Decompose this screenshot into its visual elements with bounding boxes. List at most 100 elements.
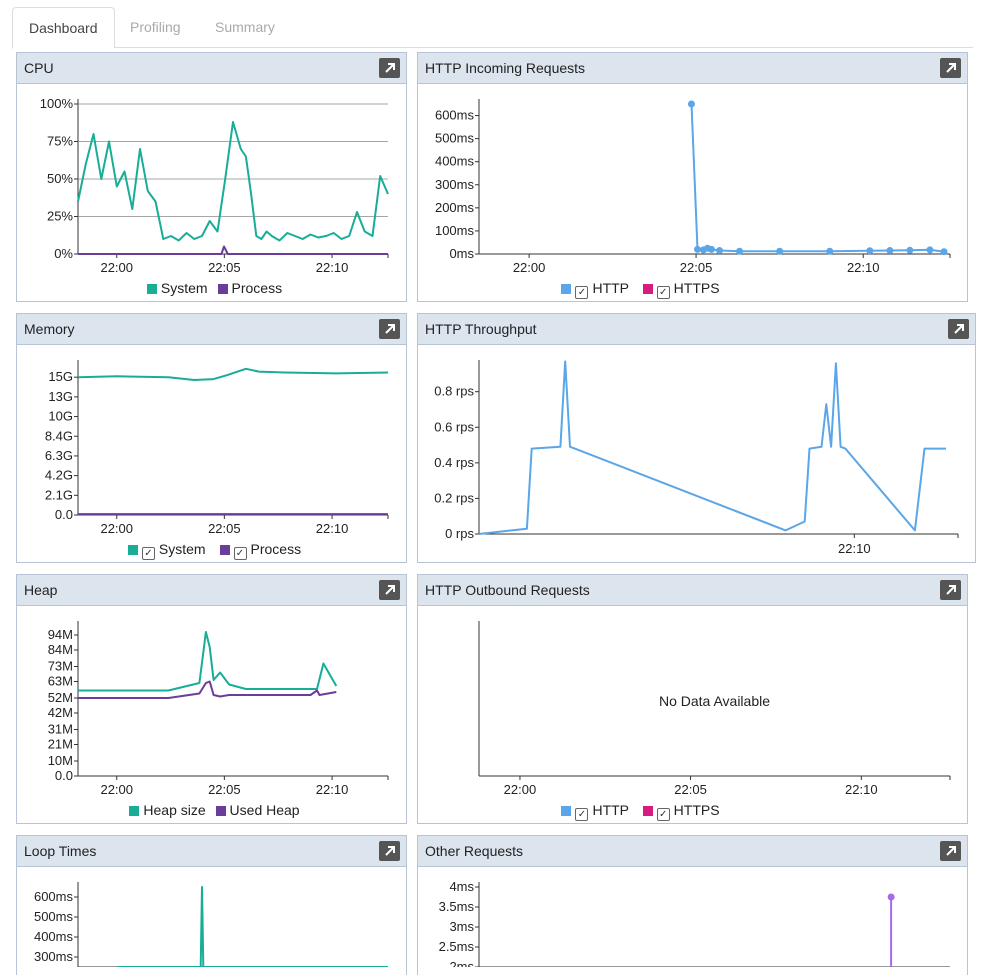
data-point	[887, 893, 895, 901]
panel-title: Heap	[24, 582, 58, 598]
x-tick-label: 22:05	[208, 260, 241, 275]
y-tick-label: 94M	[48, 627, 73, 642]
legend-label-process: Process	[250, 541, 302, 557]
legend-swatch-http	[561, 806, 572, 816]
x-tick-label: 22:10	[847, 260, 880, 275]
series-line-http	[690, 103, 945, 253]
panel-header: HTTP Outbound Requests	[418, 575, 967, 606]
loop-times-panel: Loop Times 300ms 400ms 500ms 600ms	[16, 835, 407, 975]
panel-header: Heap	[17, 575, 406, 606]
legend-label-system: System	[160, 280, 208, 296]
y-tick-label: 2ms	[449, 959, 474, 967]
legend-swatch-used-heap	[215, 806, 226, 816]
y-tick-label: 15G	[48, 369, 73, 384]
data-point	[776, 247, 784, 255]
y-tick-label: 75%	[47, 134, 73, 149]
memory-chart: 0.0 2.1G 4.2G 6.3G 8.4G 10G 13G 15G 22:00 22:05 22…	[45, 360, 389, 536]
tab-summary[interactable]: Summary	[215, 19, 275, 35]
legend-label-http: HTTP	[592, 280, 629, 296]
data-point	[707, 245, 715, 253]
y-tick-label: 0 rps	[445, 526, 474, 541]
legend-label-https: HTTPS	[673, 280, 720, 296]
panel-title: Loop Times	[24, 843, 97, 859]
expand-icon[interactable]	[379, 319, 400, 339]
panel-title: HTTP Outbound Requests	[425, 582, 590, 598]
http-throughput-panel: HTTP Throughput 0 rps 0.2 rps 0.4 rps 0.6 r…	[417, 313, 976, 563]
y-tick-label: 0.6 rps	[434, 419, 474, 434]
expand-icon[interactable]	[379, 58, 400, 78]
legend-checkbox-http[interactable]: ✓	[575, 286, 589, 299]
y-tick-label: 2.1G	[45, 487, 73, 502]
expand-icon[interactable]	[948, 319, 969, 339]
heap-legend: Heap size Used Heap	[17, 802, 406, 818]
y-tick-label: 2.5ms	[439, 939, 475, 954]
legend-label-https: HTTPS	[673, 802, 720, 818]
y-tick-label: 10G	[48, 409, 73, 424]
data-point	[926, 246, 934, 254]
data-point	[736, 247, 744, 255]
legend-checkbox-process[interactable]: ✓	[233, 547, 247, 560]
expand-icon[interactable]	[940, 58, 961, 78]
expand-icon[interactable]	[940, 841, 961, 861]
panel-header: Other Requests	[418, 836, 967, 867]
y-tick-label: 400ms	[34, 929, 74, 944]
series-line-0	[116, 886, 388, 967]
y-tick-label: 0%	[54, 246, 73, 261]
http-throughput-chart: 0 rps 0.2 rps 0.4 rps 0.6 rps 0.8 rps 22:10	[434, 360, 959, 556]
data-point	[693, 245, 701, 253]
y-tick-label: 50%	[47, 171, 73, 186]
x-tick-label: 22:10	[316, 521, 349, 536]
x-tick-label: 22:10	[316, 260, 349, 275]
y-tick-label: 100ms	[435, 223, 475, 238]
y-tick-label: 0.0	[55, 507, 73, 522]
series-line-heap-size	[78, 631, 338, 692]
series-line-system	[77, 121, 389, 242]
legend-swatch-system	[127, 545, 138, 555]
http-outbound-panel: HTTP Outbound Requests 22:00 22:05 22:10 No…	[417, 574, 968, 824]
legend-swatch-process	[219, 545, 230, 555]
x-tick-label: 22:10	[838, 541, 871, 556]
legend-swatch-process	[217, 284, 228, 294]
http-incoming-panel: HTTP Incoming Requests 0ms 100ms 200ms 300m…	[417, 52, 968, 302]
data-point	[906, 246, 914, 254]
legend-checkbox-system[interactable]: ✓	[141, 547, 155, 560]
memory-panel: Memory 0.0 2.1G 4.2G 6.3G 8.4G 10G 13G 15G 22:00…	[16, 313, 407, 563]
legend-checkbox-https[interactable]: ✓	[656, 286, 670, 299]
cpu-chart: 0% 25% 50% 75% 100% 22:00 22:05 22:10	[40, 96, 389, 275]
x-tick-label: 22:00	[100, 521, 133, 536]
data-point	[716, 247, 724, 255]
y-tick-label: 100%	[40, 96, 74, 111]
legend-label-used-heap: Used Heap	[229, 802, 300, 818]
x-tick-label: 22:05	[208, 782, 241, 797]
y-tick-label: 300ms	[34, 949, 74, 964]
tab-dashboard[interactable]: Dashboard	[12, 7, 115, 49]
y-tick-label: 63M	[48, 674, 73, 689]
expand-icon[interactable]	[379, 841, 400, 861]
y-tick-label: 21M	[48, 737, 73, 752]
x-tick-label: 22:05	[674, 782, 707, 797]
x-tick-label: 22:00	[504, 782, 537, 797]
expand-icon[interactable]	[940, 580, 961, 600]
tab-profiling[interactable]: Profiling	[130, 19, 181, 35]
data-point	[687, 100, 695, 108]
legend-swatch-https	[642, 284, 653, 294]
tab-bar: Dashboard Profiling Summary	[0, 0, 983, 49]
legend-label-system: System	[158, 541, 206, 557]
panel-header: HTTP Incoming Requests	[418, 53, 967, 84]
loop-times-chart: 300ms 400ms 500ms 600ms	[34, 882, 388, 967]
y-tick-label: 13G	[48, 389, 73, 404]
legend-swatch-heap-size	[129, 806, 140, 816]
legend-checkbox-https[interactable]: ✓	[656, 808, 670, 821]
legend-label-http: HTTP	[592, 802, 629, 818]
legend-label-heap-size: Heap size	[143, 802, 206, 818]
no-data-label: No Data Available	[659, 693, 770, 709]
panel-title: CPU	[24, 60, 54, 76]
expand-icon[interactable]	[379, 580, 400, 600]
y-tick-label: 84M	[48, 642, 73, 657]
series-line-0	[478, 360, 946, 535]
legend-checkbox-http[interactable]: ✓	[575, 808, 589, 821]
data-point	[940, 248, 948, 256]
panel-title: HTTP Incoming Requests	[425, 60, 586, 76]
y-tick-label: 3ms	[449, 919, 474, 934]
